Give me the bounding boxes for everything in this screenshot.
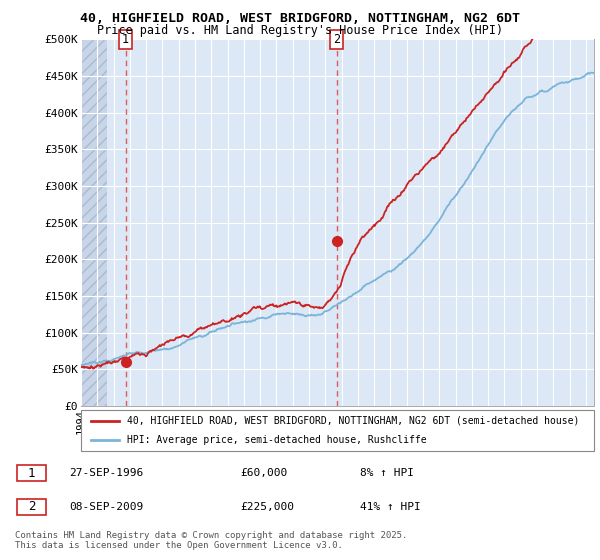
- Text: 1: 1: [122, 32, 129, 46]
- Text: Price paid vs. HM Land Registry's House Price Index (HPI): Price paid vs. HM Land Registry's House …: [97, 24, 503, 36]
- Text: £60,000: £60,000: [240, 468, 287, 478]
- Text: 1: 1: [28, 466, 35, 480]
- Text: 8% ↑ HPI: 8% ↑ HPI: [360, 468, 414, 478]
- Text: Contains HM Land Registry data © Crown copyright and database right 2025.
This d: Contains HM Land Registry data © Crown c…: [15, 531, 407, 550]
- Text: 27-SEP-1996: 27-SEP-1996: [69, 468, 143, 478]
- Text: 08-SEP-2009: 08-SEP-2009: [69, 502, 143, 512]
- FancyBboxPatch shape: [81, 410, 594, 451]
- Text: 40, HIGHFIELD ROAD, WEST BRIDGFORD, NOTTINGHAM, NG2 6DT (semi-detached house): 40, HIGHFIELD ROAD, WEST BRIDGFORD, NOTT…: [127, 416, 580, 426]
- Text: 2: 2: [28, 500, 35, 514]
- Text: 41% ↑ HPI: 41% ↑ HPI: [360, 502, 421, 512]
- Text: 2: 2: [333, 32, 340, 46]
- Bar: [81, 39, 107, 406]
- FancyBboxPatch shape: [17, 465, 46, 481]
- Text: £225,000: £225,000: [240, 502, 294, 512]
- Bar: [81, 39, 107, 406]
- Text: 40, HIGHFIELD ROAD, WEST BRIDGFORD, NOTTINGHAM, NG2 6DT: 40, HIGHFIELD ROAD, WEST BRIDGFORD, NOTT…: [80, 12, 520, 25]
- FancyBboxPatch shape: [17, 499, 46, 515]
- Text: HPI: Average price, semi-detached house, Rushcliffe: HPI: Average price, semi-detached house,…: [127, 435, 427, 445]
